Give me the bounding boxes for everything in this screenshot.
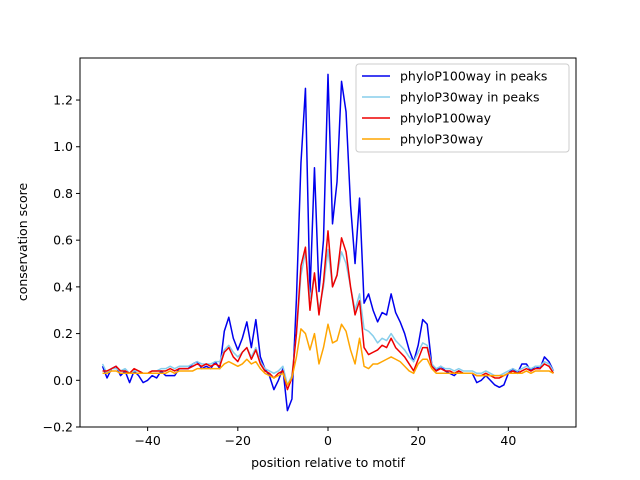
x-tick-label: 0	[324, 433, 332, 448]
legend-label-3: phyloP30way	[400, 132, 484, 147]
y-tick-label: 1.2	[53, 93, 73, 108]
x-tick-label: 40	[500, 433, 516, 448]
x-tick-label: −40	[134, 433, 160, 448]
legend-label-0: phyloP100way in peaks	[400, 69, 547, 84]
legend-label-1: phyloP30way in peaks	[400, 90, 539, 105]
y-tick-label: 0.0	[53, 373, 73, 388]
y-tick-label: 0.2	[53, 326, 73, 341]
x-tick-label: 20	[410, 433, 426, 448]
legend: phyloP100way in peaks phyloP30way in peak…	[355, 63, 570, 153]
y-tick-label: 1.0	[53, 139, 73, 154]
series-line-1	[101, 248, 555, 386]
legend-box	[355, 63, 570, 153]
y-axis-ticks: −0.2 0.0 0.2 0.4 0.6 0.8 1.0 1.2	[43, 93, 80, 435]
plot-lines	[101, 73, 555, 412]
y-tick-label: 0.6	[53, 233, 73, 248]
legend-label-2: phyloP100way	[400, 111, 492, 126]
y-tick-label: −0.2	[43, 420, 73, 435]
x-axis-label: position relative to motif	[251, 455, 405, 470]
y-axis-label: conservation score	[15, 183, 30, 302]
series-line-3	[102, 323, 554, 386]
y-tick-label: 0.8	[53, 186, 73, 201]
x-axis-ticks: −40 −20 0 20 40	[134, 427, 516, 448]
y-tick-label: 0.4	[53, 279, 73, 294]
x-tick-label: −20	[225, 433, 251, 448]
